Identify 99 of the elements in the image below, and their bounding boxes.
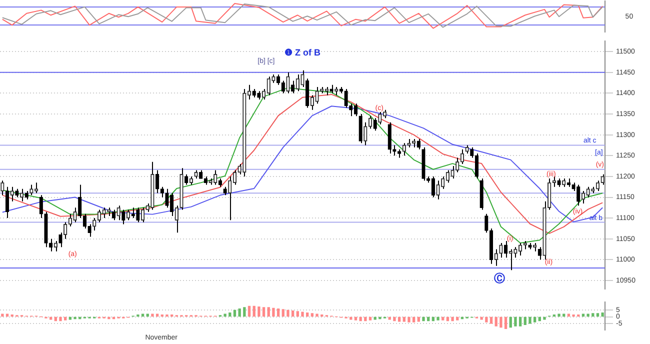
bar (233, 310, 236, 317)
candlestick (184, 174, 188, 186)
bar (528, 316, 532, 324)
bar (592, 313, 594, 317)
bar (364, 316, 367, 322)
bar (354, 316, 358, 320)
bar (378, 316, 382, 320)
bar (248, 306, 251, 317)
bar (538, 316, 541, 322)
candlestick (431, 176, 436, 198)
bar (533, 316, 536, 322)
bar (514, 316, 517, 326)
candlestick (484, 213, 488, 234)
candlestick (416, 138, 420, 150)
bar (296, 311, 299, 317)
bar (412, 316, 416, 322)
candlestick (290, 80, 295, 94)
candlestick (364, 122, 368, 146)
candlestick (474, 153, 479, 180)
bar (272, 308, 275, 317)
bar (276, 308, 280, 317)
bar (518, 316, 522, 326)
candlestick (5, 186, 10, 219)
bar (252, 306, 256, 317)
bar (267, 307, 270, 317)
bar (601, 312, 604, 317)
candlestick (538, 246, 542, 260)
bar (1, 314, 4, 317)
bar (166, 314, 168, 317)
bar (509, 316, 512, 328)
bar (59, 316, 62, 322)
bar (238, 308, 241, 317)
bar (427, 316, 430, 322)
candlestick (368, 116, 372, 130)
bar (596, 313, 600, 317)
bar (243, 307, 246, 317)
bar (228, 312, 232, 317)
bar (422, 316, 425, 322)
candlestick (82, 213, 87, 229)
candlestick (78, 184, 82, 219)
bar (54, 316, 57, 322)
bar (291, 310, 294, 317)
candlestick (306, 78, 310, 108)
candlestick (131, 207, 135, 219)
bar (446, 316, 450, 322)
bar (306, 312, 309, 317)
bar (136, 314, 140, 317)
bar (359, 316, 362, 322)
candlestick (354, 103, 358, 117)
bar (393, 316, 396, 322)
bar (151, 314, 154, 317)
candlestick (126, 209, 130, 221)
bar (432, 316, 435, 322)
bar (504, 316, 508, 330)
bar (286, 310, 290, 317)
bar (258, 306, 260, 317)
candlestick (0, 180, 4, 196)
candlestick (48, 238, 53, 252)
candlestick (58, 232, 62, 248)
annotation: Ⓒ (494, 272, 506, 285)
bar (543, 316, 546, 320)
candlestick (112, 209, 116, 221)
candlestick (155, 170, 160, 194)
candlestick (504, 240, 508, 258)
bar (485, 316, 488, 322)
annotation: ❶ Z of B (284, 47, 321, 58)
candlestick (136, 207, 140, 223)
bar (558, 314, 560, 317)
bar (316, 314, 318, 317)
bar (442, 316, 444, 320)
candlestick (122, 209, 126, 225)
bar (494, 316, 498, 326)
bar (224, 314, 226, 317)
bar (408, 316, 410, 322)
bar (451, 316, 454, 322)
candlestick (596, 180, 600, 192)
bar (368, 316, 372, 320)
bar (490, 316, 493, 324)
candlestick (97, 209, 102, 223)
candlestick (34, 182, 38, 194)
candlestick (446, 170, 450, 184)
bar (436, 316, 440, 320)
bar (586, 314, 590, 317)
bar (310, 313, 314, 317)
bar (282, 309, 284, 317)
bar (64, 316, 67, 320)
bar (524, 316, 526, 326)
bar (456, 316, 459, 320)
bar (572, 314, 575, 317)
candlestick (300, 70, 304, 88)
candlestick (160, 186, 164, 198)
candlestick (140, 207, 145, 223)
candlestick (402, 142, 406, 156)
bar (500, 316, 502, 328)
bar (301, 312, 304, 317)
bar (262, 307, 266, 317)
candlestick (373, 118, 377, 132)
bar (74, 316, 76, 320)
candlestick (392, 144, 396, 156)
